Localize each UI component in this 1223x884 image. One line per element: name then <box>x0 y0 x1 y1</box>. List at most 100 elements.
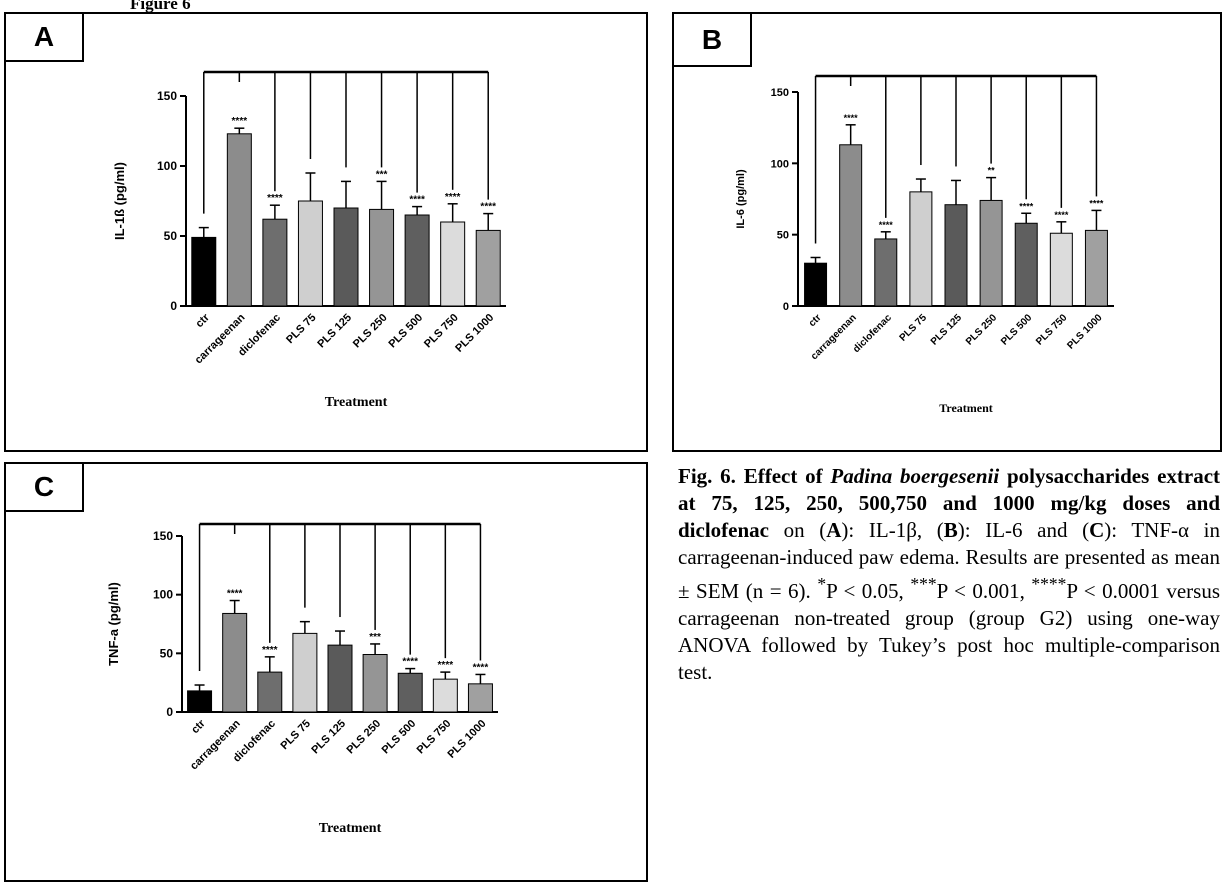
chart-b-sig-1: **** <box>844 113 859 123</box>
chart-c-bar-8 <box>467 683 493 713</box>
chart-a-x-label: Treatment <box>325 395 388 410</box>
chart-a-category-label-4: PLS 125 <box>315 312 354 351</box>
chart-b-bar-5 <box>979 199 1003 307</box>
chart-a-bar-6 <box>404 214 430 307</box>
chart-b-bar-1 <box>839 144 863 307</box>
panel-c: C 0 50 100 150 TNF-a (pg/ml) Treatment ctr ****… <box>4 462 648 882</box>
chart-a-bar-4 <box>333 207 359 307</box>
chart-b-category-label-4: PLS 125 <box>929 312 965 348</box>
chart-b-bar-4 <box>944 204 968 307</box>
chart-b-bar-3 <box>909 191 933 307</box>
caption-b-text: ): IL-6 and ( <box>957 518 1090 542</box>
chart-c-sig-8: **** <box>473 662 489 673</box>
chart-b-sig-8: **** <box>1089 198 1104 208</box>
chart-b-category-label-7: PLS 750 <box>1034 312 1070 348</box>
caption-bold-pre: Effect of <box>743 464 823 488</box>
caption-p1-stars: * <box>817 574 827 594</box>
chart-a-sig-1: **** <box>232 116 248 127</box>
chart-a-bar-1 <box>226 133 252 307</box>
caption-p2-text: P < 0.001, <box>936 579 1032 603</box>
caption-c-letter: C <box>1089 518 1105 542</box>
chart-a-y-tick-label: 100 <box>157 159 177 173</box>
chart-b-bar-2 <box>874 238 898 307</box>
chart-b-category-label-0: ctr <box>807 312 824 329</box>
chart-a-bar-3 <box>297 200 323 307</box>
chart-a-sig-5: *** <box>376 169 388 180</box>
chart-a-bar-0 <box>191 236 217 307</box>
chart-c-y-tick-label: 150 <box>153 529 173 543</box>
chart-c-x-label: Treatment <box>319 821 382 836</box>
chart-a-sig-7: **** <box>445 192 461 203</box>
chart-c-bar-6 <box>397 672 423 713</box>
chart-a-y-tick-label: 0 <box>170 299 177 313</box>
chart-b-y-tick-label: 100 <box>771 158 789 170</box>
panel-a-label: A <box>4 12 84 62</box>
chart-c-sig-6: **** <box>402 657 418 668</box>
caption-p3-text: P < 0.0001 versus carrageenan non-treate… <box>678 579 1221 684</box>
caption-bold-post: polysaccharides extract at 75, 125, 250,… <box>678 464 1221 542</box>
chart-c-bar-4 <box>327 644 353 713</box>
chart-c-y-label: TNF-a (pg/ml) <box>106 582 121 666</box>
chart-a-category-label-5: PLS 250 <box>351 312 390 351</box>
chart-b-category-label-2: diclofenac <box>851 312 894 355</box>
caption-species: Padina boergesenii <box>830 464 1000 488</box>
chart-a-category-label-6: PLS 500 <box>386 312 425 351</box>
chart-a-category-label-0: ctr <box>193 311 212 330</box>
chart-b-category-label-6: PLS 500 <box>999 312 1035 348</box>
chart-c-bar-1 <box>222 612 248 713</box>
chart-b-y-tick-label: 150 <box>771 87 789 99</box>
caption-p2-stars: *** <box>910 574 937 594</box>
chart-b-category-label-3: PLS 75 <box>898 312 930 344</box>
panel-a: A 0 50 100 150 IL-1ß (pg/ml) Treatment ctr ****… <box>4 12 648 452</box>
chart-c-y-tick-label: 0 <box>166 705 173 719</box>
chart-c-sig-1: **** <box>227 589 243 600</box>
figure-caption: Fig. 6. Effect of Padina boergesenii pol… <box>678 463 1220 686</box>
chart-b-sig-5: ** <box>988 166 996 176</box>
chart-b-bar-7 <box>1049 232 1073 307</box>
chart-c-y-tick-label: 50 <box>160 646 174 660</box>
chart-c-category-label-4: PLS 125 <box>309 718 348 757</box>
chart-c-sig-7: **** <box>438 660 454 671</box>
panel-c-label: C <box>4 462 84 512</box>
chart-b-bar-8 <box>1084 229 1108 307</box>
chart-a-bar-8 <box>475 229 501 307</box>
chart-c-category-label-3: PLS 75 <box>279 718 313 752</box>
chart-c-category-label-5: PLS 250 <box>344 718 383 757</box>
caption-b-letter: B <box>943 518 958 542</box>
chart-c-category-label-0: ctr <box>189 717 208 736</box>
chart-a-bar-7 <box>440 221 466 307</box>
chart-c-bar-7 <box>432 678 458 713</box>
chart-b-y-tick-label: 0 <box>783 301 789 313</box>
chart-c-sig-2: **** <box>262 645 278 656</box>
chart-a-sig-2: **** <box>267 193 283 204</box>
chart-a-y-label: IL-1ß (pg/ml) <box>112 162 127 240</box>
chart-b-y-tick-label: 50 <box>777 230 789 242</box>
chart-b-sig-6: **** <box>1019 201 1034 211</box>
chart-a-y-tick-label: 50 <box>164 229 178 243</box>
panel-b: B 0 50 100 150 IL-6 (pg/ml) Treatment ctr **** c… <box>672 12 1222 452</box>
chart-c-category-label-6: PLS 500 <box>380 718 419 757</box>
chart-b-category-label-5: PLS 250 <box>964 312 1000 348</box>
chart-b-category-label-8: PLS 1000 <box>1065 312 1105 352</box>
chart-b-bar-0 <box>804 262 828 307</box>
chart-b-y-label: IL-6 (pg/ml) <box>735 169 747 229</box>
chart-b-sig-2: **** <box>879 220 894 230</box>
panel-b-label: B <box>672 12 752 67</box>
figure-heading-fragment: Figure 6 <box>130 0 191 13</box>
caption-a-letter: A <box>826 518 842 542</box>
chart-a-sig-6: **** <box>409 195 425 206</box>
chart-b-bar-6 <box>1014 222 1038 307</box>
caption-p3-stars: **** <box>1031 574 1067 594</box>
caption-on: on ( <box>783 518 827 542</box>
chart-a-sig-8: **** <box>480 202 496 213</box>
chart-c-bar-0 <box>187 690 213 713</box>
chart-c-bar-2 <box>257 671 283 713</box>
chart-c-sig-5: *** <box>369 632 381 643</box>
chart-b-sig-7: **** <box>1054 210 1069 220</box>
chart-c-y-tick-label: 100 <box>153 588 173 602</box>
chart-a-bar-5 <box>369 208 395 307</box>
chart-a-y-tick-label: 150 <box>157 89 177 103</box>
